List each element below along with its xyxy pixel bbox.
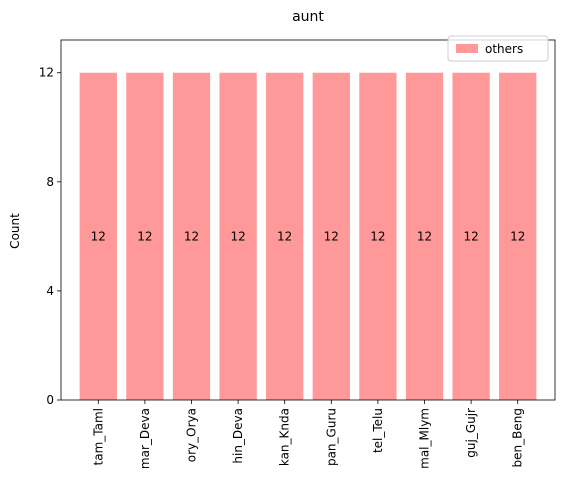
- bar: [312, 72, 350, 401]
- bar-value-label: 12: [184, 229, 199, 243]
- x-tick-label: hin_Deva: [231, 408, 245, 464]
- bar-value-label: 12: [91, 229, 106, 243]
- bar: [126, 72, 164, 401]
- bar-value-label: 12: [324, 229, 339, 243]
- x-tick-label: ory_Orya: [184, 408, 198, 462]
- bar-value-label: 12: [277, 229, 292, 243]
- y-axis-label: Count: [8, 213, 22, 249]
- legend-swatch: [456, 44, 478, 53]
- x-tick-label: tel_Telu: [371, 408, 385, 453]
- bar-value-label: 12: [510, 229, 525, 243]
- y-tick-label: 12: [39, 66, 54, 80]
- legend-box: [447, 35, 549, 62]
- bar: [452, 72, 490, 401]
- y-tick-label: 0: [46, 393, 54, 407]
- x-tick-label: ben_Beng: [511, 408, 525, 467]
- plot-area: 12 tam_Taml 12 mar_Deva 12 ory_Orya 12 hin_Deva…: [39, 35, 556, 469]
- bar-value-label: 12: [230, 229, 245, 243]
- bar: [79, 72, 117, 401]
- x-tick-label: kan_Knda: [278, 408, 292, 466]
- bar-value-label: 12: [417, 229, 432, 243]
- bar-value-label: 12: [463, 229, 478, 243]
- bar-value-label: 12: [137, 229, 152, 243]
- x-tick-label: pan_Guru: [324, 408, 338, 466]
- x-tick-label: mal_Mlym: [418, 408, 432, 469]
- legend-label: others: [485, 42, 523, 56]
- y-tick-label: 4: [46, 284, 54, 298]
- x-tick-label: mar_Deva: [138, 408, 152, 469]
- bar: [172, 72, 211, 401]
- bar: [359, 72, 397, 401]
- bar: [499, 72, 537, 401]
- bar: [266, 72, 304, 401]
- x-tick-label: tam_Taml: [91, 408, 105, 465]
- y-tick-label: 8: [46, 175, 54, 189]
- axes-frame: [60, 39, 556, 401]
- x-tick-label: guj_Gujr: [464, 408, 478, 458]
- bar-value-label: 12: [370, 229, 385, 243]
- bar: [405, 72, 444, 401]
- chart-title: aunt: [292, 9, 324, 25]
- bar: [219, 72, 257, 401]
